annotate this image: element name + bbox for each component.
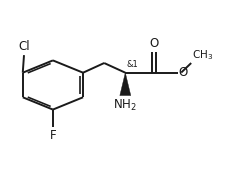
- Text: NH$_2$: NH$_2$: [114, 98, 137, 113]
- Text: F: F: [50, 129, 56, 142]
- Text: CH$_3$: CH$_3$: [192, 48, 213, 62]
- Text: Cl: Cl: [18, 40, 30, 53]
- Text: O: O: [149, 36, 158, 50]
- Text: O: O: [178, 66, 188, 79]
- Polygon shape: [120, 73, 131, 96]
- Text: &1: &1: [126, 60, 138, 69]
